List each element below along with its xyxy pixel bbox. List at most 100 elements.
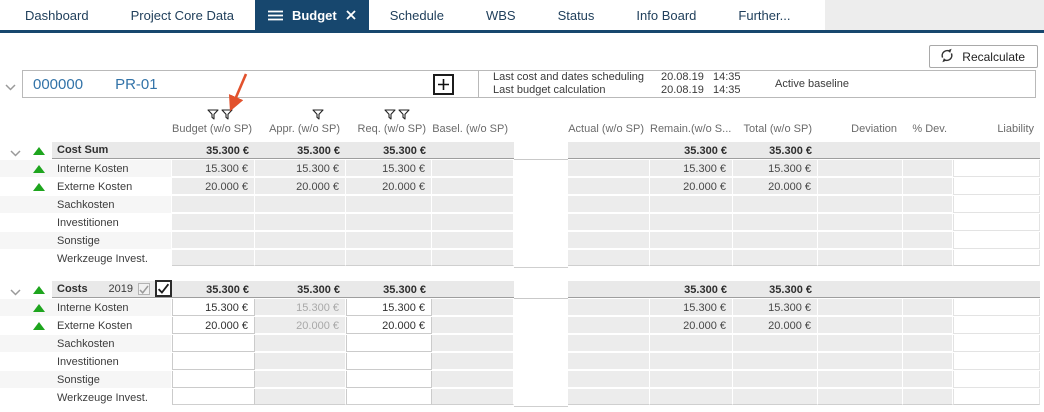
cell-req[interactable]	[346, 389, 432, 405]
cell-total: 20.000 €	[733, 317, 818, 334]
cell-budget	[172, 196, 255, 213]
cell-appr	[255, 250, 346, 266]
column-header-liability: Liability	[997, 123, 1034, 135]
cell-actual	[568, 299, 650, 316]
group-collapse-chevron-icon[interactable]	[10, 150, 21, 157]
tab-dashboard[interactable]: Dashboard	[4, 0, 110, 30]
filter-icon[interactable]	[207, 109, 219, 120]
tab-budget[interactable]: Budget	[254, 0, 369, 30]
row-gutter	[0, 299, 22, 316]
tab-wbs[interactable]: WBS	[465, 0, 537, 30]
column-gap	[514, 266, 568, 268]
cell-budget[interactable]	[172, 371, 255, 388]
filter-icon[interactable]	[312, 109, 324, 120]
group-gutter	[0, 281, 22, 298]
column-gap	[514, 212, 568, 214]
total-cell-total: 35.300 €	[733, 281, 818, 298]
row-gutter	[0, 250, 22, 266]
close-tab-icon[interactable]	[346, 10, 356, 20]
cell-req[interactable]: 15.300 €	[346, 299, 432, 316]
cell-req[interactable]	[346, 353, 432, 370]
filter-icon[interactable]	[221, 109, 233, 120]
tab-project-core-data[interactable]: Project Core Data	[110, 0, 255, 30]
cell-deviation	[818, 389, 903, 405]
filter-icon[interactable]	[398, 109, 410, 120]
tab-label: Status	[557, 7, 595, 23]
column-header-remain: Remain.(w/o S...	[650, 123, 732, 135]
approval-checkbox[interactable]	[155, 280, 172, 297]
column-gap	[514, 351, 568, 353]
total-cell-actual	[568, 142, 650, 159]
cell-deviation	[818, 250, 903, 266]
menu-icon[interactable]	[267, 10, 283, 21]
project-collapse-chevron-icon[interactable]	[5, 78, 16, 96]
group-header-row: Costs 2019 35.300 €35.300 €35.300 €35.300…	[0, 280, 1040, 299]
active-baseline-label: Active baseline	[775, 78, 849, 90]
total-cell-pct-dev	[903, 142, 953, 159]
cell-budget[interactable]	[172, 353, 255, 370]
green-triangle-icon	[33, 304, 45, 312]
cell-liability	[953, 178, 1040, 195]
cell-remain	[650, 196, 733, 213]
cell-actual	[568, 371, 650, 388]
tab-info-board[interactable]: Info Board	[615, 0, 717, 30]
cell-total	[733, 371, 818, 388]
cell-budget[interactable]: 20.000 €	[172, 317, 255, 334]
green-triangle-icon	[33, 286, 45, 294]
cell-actual	[568, 196, 650, 213]
group-icon-cell	[22, 281, 52, 298]
total-cell-appr: 35.300 €	[255, 281, 346, 298]
cell-actual	[568, 389, 650, 405]
table-row: Interne Kosten 15.300 €15.300 €15.300 €15…	[0, 299, 1040, 317]
locked-checkbox[interactable]	[138, 283, 150, 295]
row-label: Sachkosten	[52, 196, 172, 213]
cell-budget[interactable]: 15.300 €	[172, 299, 255, 316]
row-icon-cell	[22, 160, 52, 177]
cell-budget[interactable]	[172, 389, 255, 405]
cell-liability	[953, 371, 1040, 388]
cell-req[interactable]	[346, 335, 432, 352]
add-button[interactable]	[433, 73, 454, 95]
group-label: Cost Sum	[57, 143, 109, 156]
cell-req	[346, 196, 432, 213]
tab-schedule[interactable]: Schedule	[369, 0, 465, 30]
check-icon	[157, 283, 170, 294]
cell-liability	[953, 214, 1040, 231]
cell-pct-dev	[903, 196, 953, 213]
cell-appr	[255, 353, 346, 370]
cell-total	[733, 214, 818, 231]
cell-total: 15.300 €	[733, 160, 818, 177]
column-gap	[514, 369, 568, 371]
total-cell-appr: 35.300 €	[255, 142, 346, 159]
cell-total	[733, 196, 818, 213]
cell-appr	[255, 389, 346, 405]
recalculate-button[interactable]: Recalculate	[929, 45, 1038, 68]
group-header-row: Cost Sum 35.300 €35.300 €35.300 €35.300 €…	[0, 142, 1040, 160]
cell-actual	[568, 214, 650, 231]
filter-icon[interactable]	[384, 109, 396, 120]
cell-budget	[172, 214, 255, 231]
cell-req[interactable]	[346, 371, 432, 388]
row-icon-cell	[22, 371, 52, 388]
group-collapse-chevron-icon[interactable]	[10, 289, 21, 296]
cell-pct-dev	[903, 178, 953, 195]
project-code: PR-01	[115, 75, 158, 93]
row-label: Interne Kosten	[52, 299, 172, 316]
tab-further[interactable]: Further...	[717, 0, 811, 30]
total-cell-liability	[953, 281, 1040, 298]
column-header-req: Req. (w/o SP)	[357, 123, 426, 135]
total-cell-req: 35.300 €	[346, 142, 432, 159]
cell-appr	[255, 214, 346, 231]
cell-appr: 15.300 €	[255, 299, 346, 316]
column-header-budget: Budget (w/o SP)	[172, 123, 253, 135]
cell-deviation	[818, 196, 903, 213]
cell-actual	[568, 178, 650, 195]
info-label: Last budget calculation	[493, 84, 606, 96]
tab-label: Dashboard	[25, 7, 89, 23]
cell-basel	[432, 178, 514, 195]
tab-status[interactable]: Status	[537, 0, 616, 30]
cell-req[interactable]: 20.000 €	[346, 317, 432, 334]
row-gutter	[0, 214, 22, 231]
cell-budget[interactable]	[172, 335, 255, 352]
cell-basel	[432, 250, 514, 266]
